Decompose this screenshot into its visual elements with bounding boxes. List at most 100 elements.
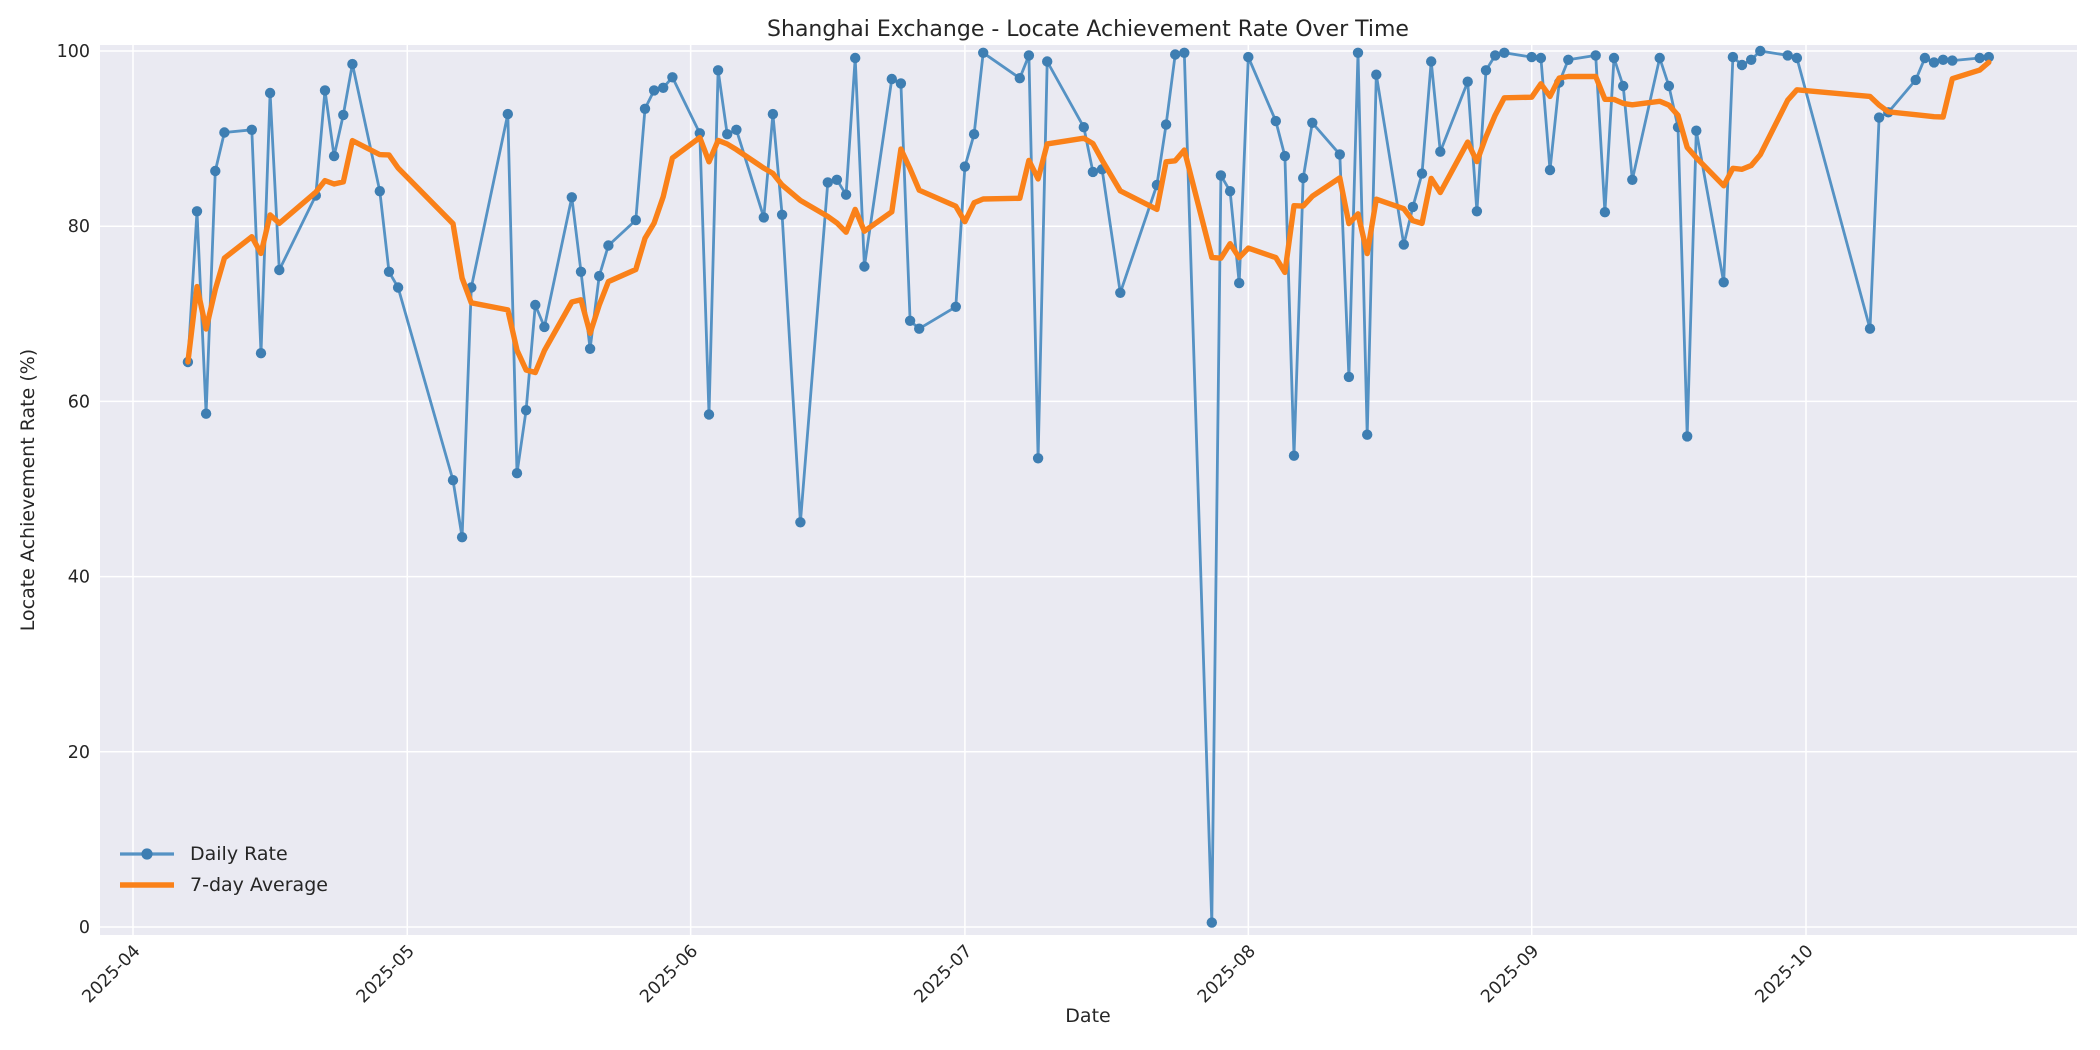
daily-rate-marker [1288,450,1300,461]
daily-rate-marker [914,323,925,334]
avg-swatch-icon [120,882,174,888]
daily-rate-marker [1974,52,1985,64]
daily-rate-marker [776,209,788,220]
daily-rate-marker [1087,166,1099,178]
legend-label-daily-rate: Daily Rate [190,843,288,865]
daily-rate-marker [703,409,715,420]
daily-rate-marker [1243,51,1254,63]
daily-rate-marker [731,124,742,135]
daily-rate-marker [1654,52,1665,64]
daily-rate-marker [594,270,605,282]
daily-rate-marker [1691,125,1702,136]
daily-rate-marker [1983,51,1995,63]
x-tick-label: 2025-06 [636,941,702,1007]
daily-rate-marker [1919,52,1931,64]
daily-rate-marker [347,58,358,70]
daily-rate-marker [1599,207,1611,218]
daily-rate-marker [274,264,285,276]
daily-rate-marker [1499,47,1510,58]
daily-rate-marker [822,177,833,188]
daily-rate-marker [1782,50,1793,61]
daily-rate-marker [1023,50,1035,61]
daily-rate-marker [566,192,577,203]
daily-rate-marker [1179,47,1190,58]
legend-item-daily-rate: Daily Rate [118,843,328,865]
daily-rate-marker [895,78,907,89]
daily-rate-marker [1937,54,1949,65]
legend: Daily Rate 7-day Average [118,843,328,896]
daily-rate-marker [959,161,971,172]
daily-rate-marker [1480,65,1492,76]
daily-rate-marker [603,240,614,251]
daily-rate-marker [1746,54,1757,65]
y-tick-label: 40 [68,568,90,588]
y-tick-label: 100 [57,42,90,62]
daily-rate-marker [1362,429,1373,440]
daily-rate-marker [1298,172,1309,184]
daily-rate-marker [667,72,678,83]
y-axis-label: Locate Achievement Rate (%) [17,348,39,632]
x-tick-label: 2025-10 [1752,941,1818,1007]
x-axis-label: Date [1065,1005,1111,1027]
daily-rate-marker [1334,149,1346,160]
daily-rate-marker [1682,431,1693,442]
daily-rate-marker [392,282,404,293]
daily-rate-marker [1270,115,1282,127]
daily-rate-marker [1627,174,1638,185]
daily-rate-marker [200,408,212,419]
daily-rate-marker [575,266,587,277]
daily-rate-marker [1343,371,1355,383]
daily-rate-marker [1042,56,1053,67]
daily-rate-marker [1014,73,1025,84]
daily-rate-marker [456,532,468,543]
daily-rate-marker [447,475,459,486]
daily-rate-marker [1206,917,1218,928]
seven-day-average-line [185,59,1992,376]
daily-rate-marker [584,343,596,354]
daily-rate-marker [1371,69,1382,80]
y-tick-label: 0 [79,918,90,938]
daily-rate-marker [639,103,651,115]
daily-rate-marker [968,129,980,140]
daily-rate-marker [1755,45,1766,57]
daily-rate-marker [1471,206,1483,217]
daily-rate-marker [520,405,532,416]
x-tick-label: 2025-09 [1477,941,1543,1007]
daily-rate-marker [1526,51,1537,63]
daily-rate-marker [1279,150,1291,162]
daily-rate-marker [264,87,276,99]
daily-rate-marker [1032,453,1044,464]
daily-rate-marker [886,73,897,85]
daily-rate-marker [1910,74,1921,86]
daily-rate-marker [850,52,861,64]
daily-rate-marker [511,468,523,479]
daily-rate-marker [1078,122,1090,133]
daily-rate-marker [758,212,769,223]
daily-rate-marker [1234,277,1245,289]
y-tick-label: 20 [68,743,90,763]
plot-area [100,45,2077,935]
daily-rate-marker [338,109,349,121]
legend-label-7day-average: 7-day Average [190,874,328,896]
daily-rate-marker [255,348,267,359]
daily-rate-marker [246,124,257,135]
daily-rate-marker [795,517,806,528]
daily-rate-marker [502,108,513,120]
daily-rate-swatch-icon [120,848,174,860]
daily-rate-marker [1663,80,1675,92]
daily-rate-marker [1407,201,1419,213]
daily-rate-marker [210,165,221,177]
daily-rate-marker [859,261,870,272]
daily-rate-marker [1170,49,1181,60]
daily-rate-marker [219,127,230,138]
daily-rate-marker [191,206,203,217]
daily-rate-marker [1426,56,1437,67]
daily-rate-marker [978,47,989,58]
x-tick-label: 2025-08 [1194,941,1260,1007]
daily-rate-marker [1736,59,1748,71]
daily-rate-marker [1718,277,1729,288]
daily-rate-marker [1544,164,1556,176]
daily-rate-marker [1224,186,1236,197]
daily-rate-marker [630,214,641,226]
